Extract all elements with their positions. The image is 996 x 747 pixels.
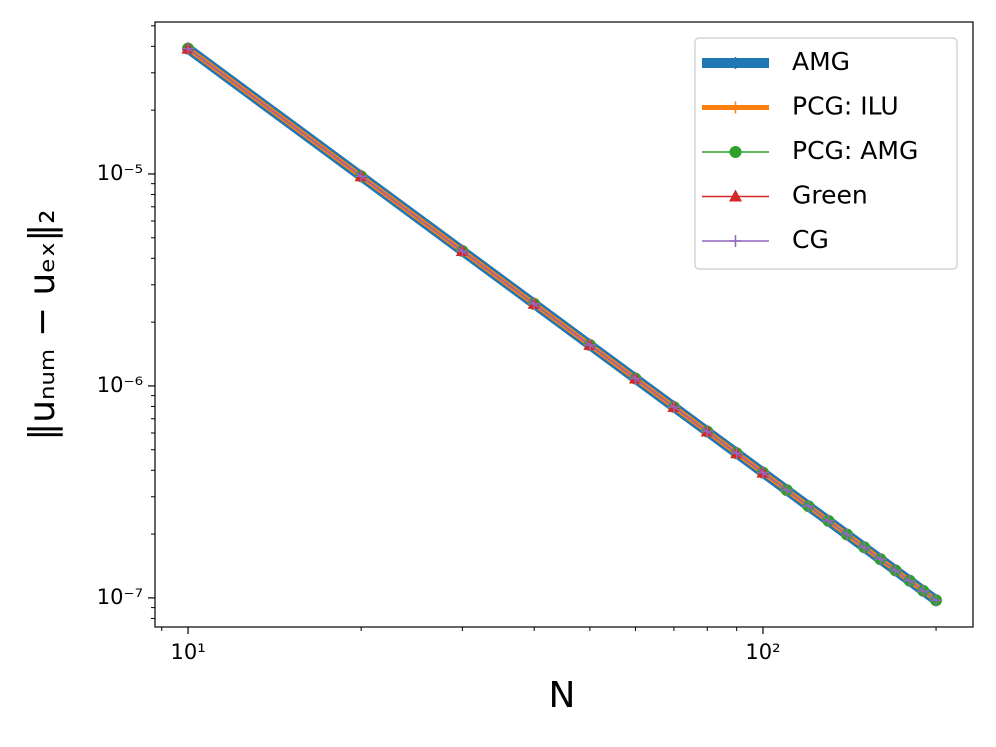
y-axis-label: ‖uₙᵤₘ − uₑₓ‖₂ (22, 209, 63, 440)
legend-label: Green (792, 181, 868, 210)
marker (182, 42, 195, 55)
marker (780, 484, 793, 497)
marker (729, 146, 742, 158)
series-line (187, 48, 937, 601)
marker (889, 564, 902, 577)
marker (528, 297, 541, 310)
marker (730, 447, 743, 460)
y-tick-label: 10⁻⁷ (97, 585, 143, 609)
plot-frame (154, 21, 974, 628)
marker (583, 338, 596, 351)
marker (802, 500, 815, 513)
marker (874, 553, 887, 566)
x-tick-label: 10² (745, 640, 780, 664)
marker (930, 594, 943, 607)
marker (456, 244, 469, 257)
legend-box (694, 37, 958, 270)
marker (629, 372, 642, 385)
marker (729, 57, 742, 69)
marker (729, 101, 742, 114)
marker (903, 574, 916, 587)
legend-label: CG (792, 225, 829, 254)
marker (667, 400, 680, 413)
legend-label: AMG (792, 47, 850, 76)
marker (858, 541, 871, 554)
marker (756, 466, 769, 479)
y-tick-label: 10⁻⁶ (97, 373, 143, 397)
marker (729, 235, 742, 247)
x-axis-label: N (549, 675, 576, 716)
legend-label: PCG: AMG (792, 136, 918, 165)
marker (822, 514, 835, 527)
marker (701, 425, 714, 438)
marker (729, 189, 742, 202)
legend: AMG PCG: ILU PCG: AMG Green CG (694, 37, 958, 270)
marker (917, 584, 930, 597)
legend-label: PCG: ILU (792, 92, 899, 121)
marker (840, 528, 853, 541)
y-tick-label: 10⁻⁵ (97, 161, 143, 185)
marker (355, 170, 368, 183)
x-tick-label: 10¹ (170, 640, 205, 664)
